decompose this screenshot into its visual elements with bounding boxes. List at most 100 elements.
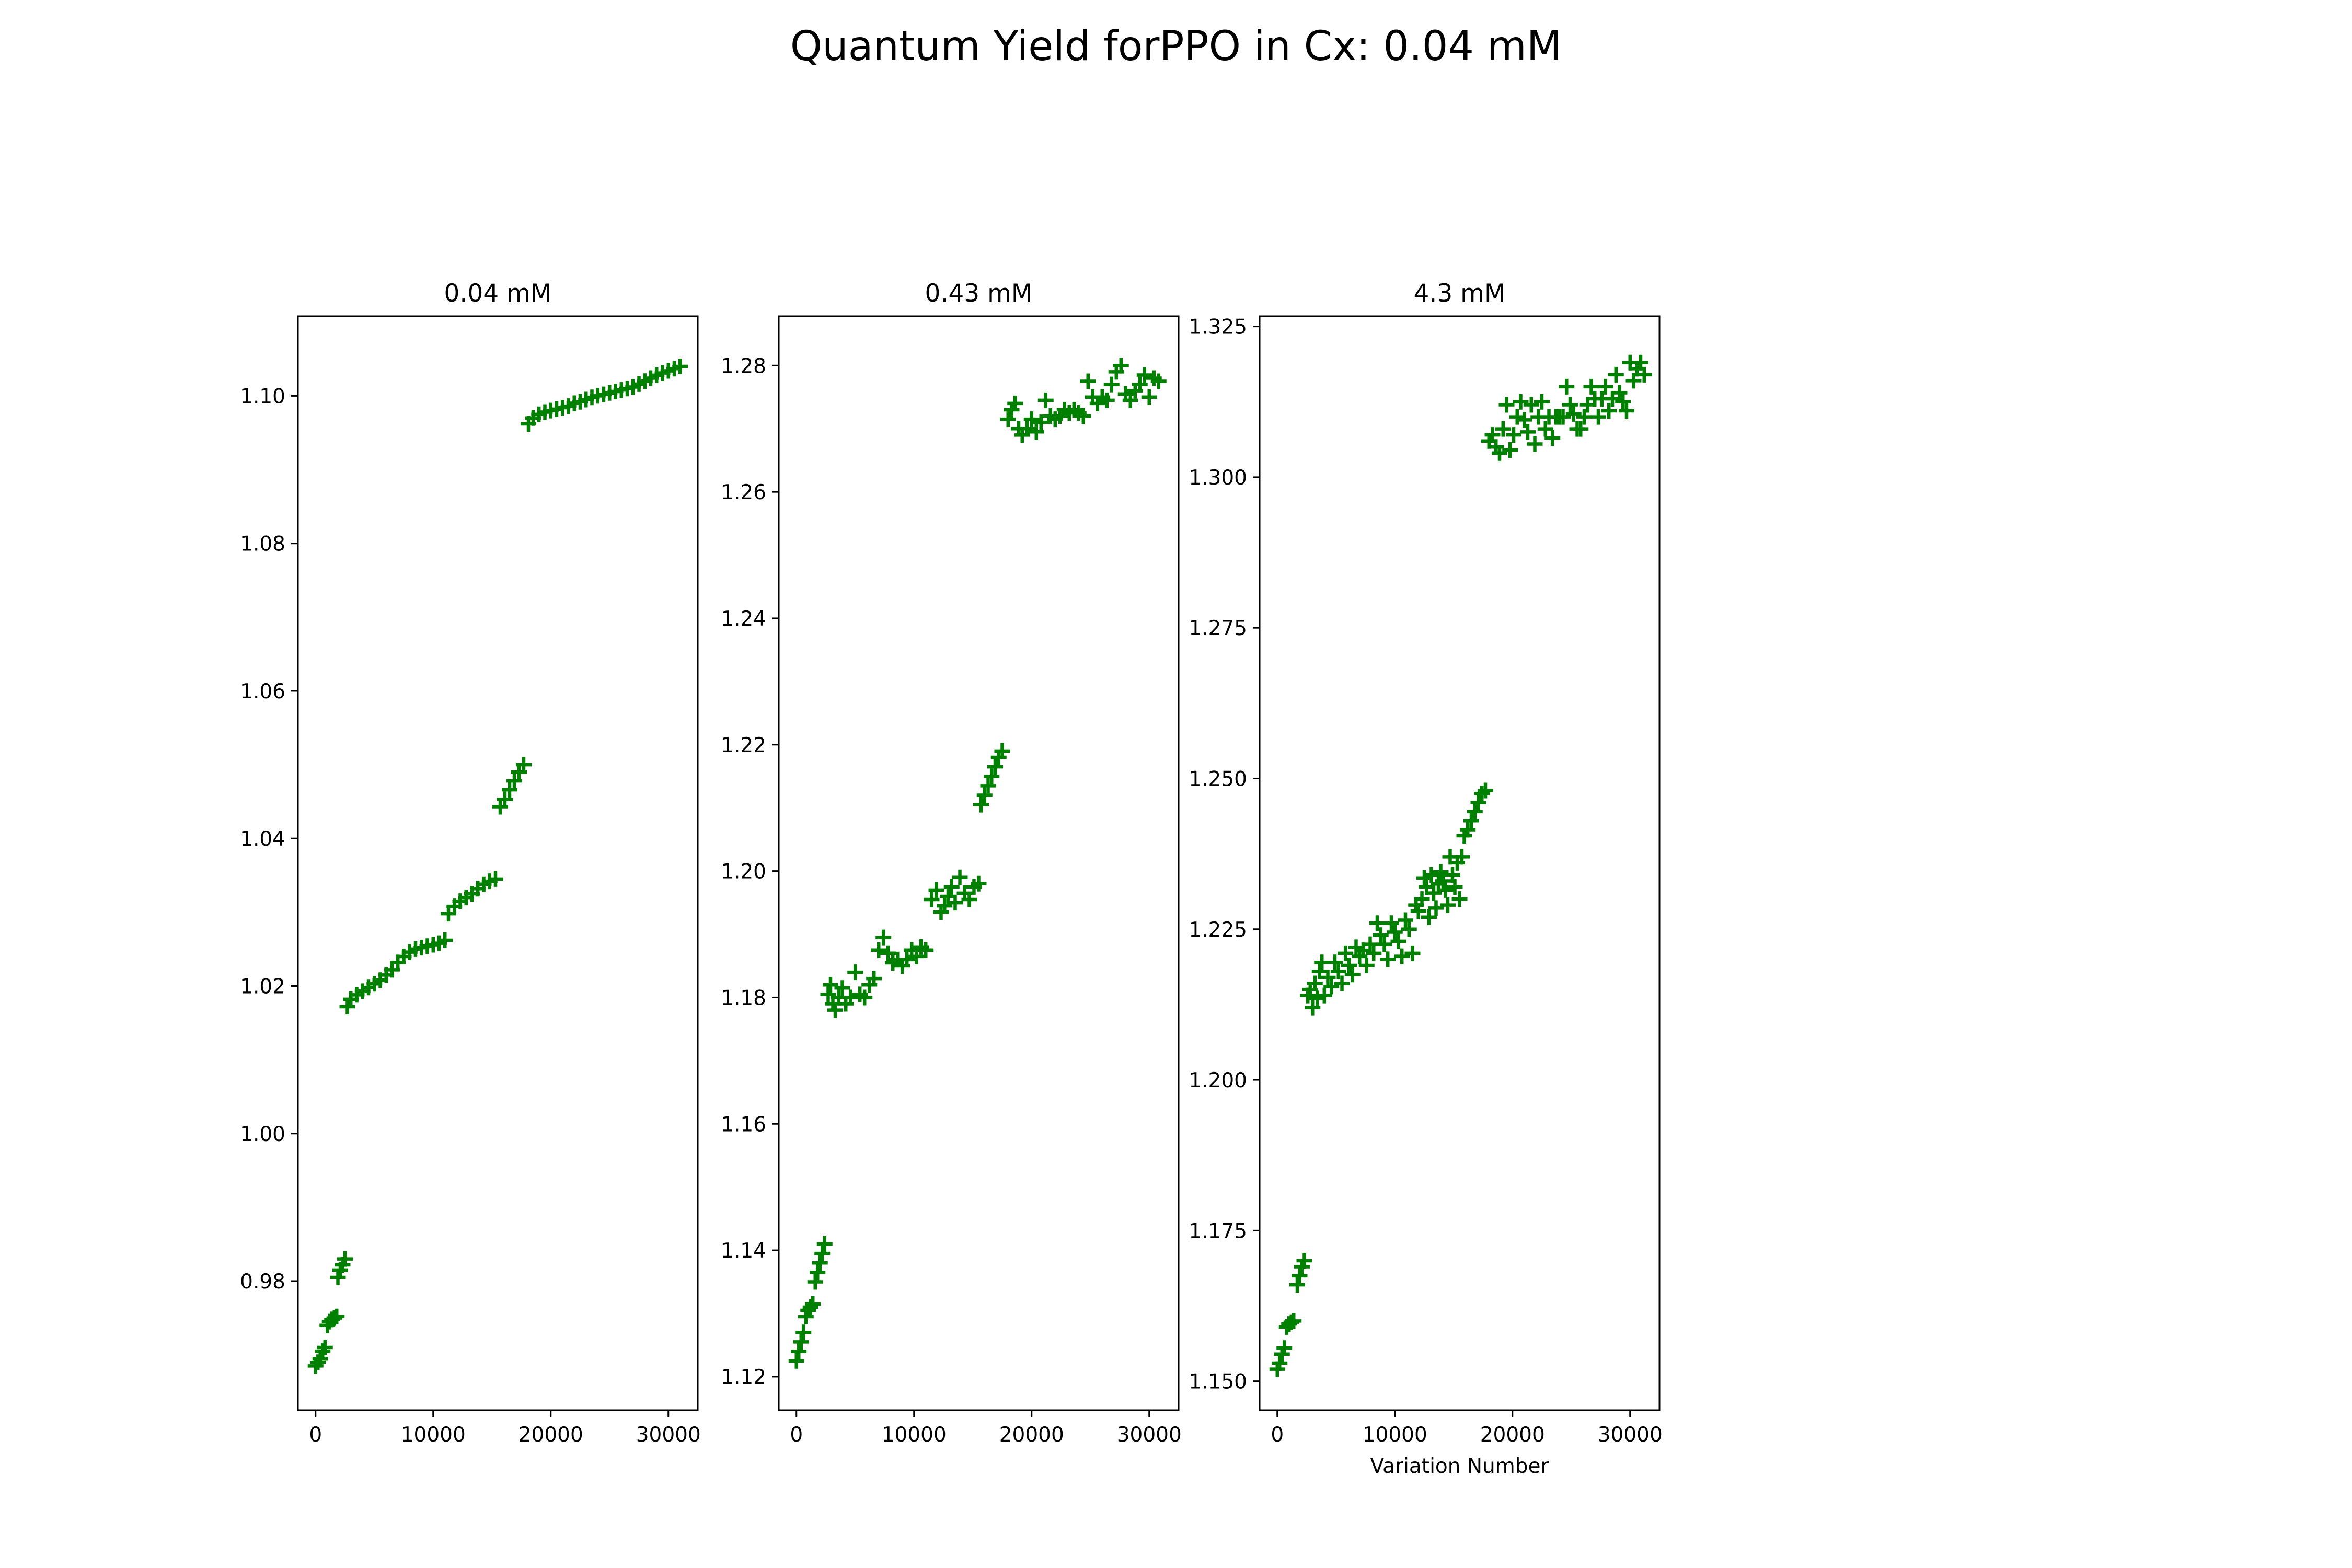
data-point xyxy=(984,768,1000,785)
data-point xyxy=(1023,411,1040,428)
data-point xyxy=(1369,915,1385,931)
data-point xyxy=(1289,1277,1305,1293)
data-point xyxy=(1478,782,1493,799)
data-point xyxy=(1428,900,1444,916)
data-point xyxy=(1311,963,1328,979)
y-tick-label: 1.04 xyxy=(240,827,285,851)
data-point xyxy=(827,1002,843,1018)
data-point xyxy=(1272,1355,1288,1371)
panel-title: 0.43 mM xyxy=(925,279,1033,308)
data-point xyxy=(928,882,944,898)
data-point xyxy=(1305,999,1321,1016)
panel-2: 0.43 mM 0 10000 20000 30000 1.12 1.14 1.16 1.18 1… xyxy=(721,279,1182,1447)
data-point xyxy=(810,1264,826,1281)
data-point xyxy=(1341,957,1357,973)
data-point xyxy=(987,759,1003,775)
data-point xyxy=(1421,909,1437,925)
data-point xyxy=(802,1299,818,1315)
data-point xyxy=(1141,389,1157,405)
data-point xyxy=(1509,409,1525,425)
panels-container: 0.04 mM 0 10000 20000 30000 0.98 1.00 1.02 1.04 1… xyxy=(240,279,1663,1478)
data-point xyxy=(1348,939,1364,955)
data-point xyxy=(973,797,989,813)
data-point xyxy=(947,895,963,911)
data-point xyxy=(899,951,915,967)
data-point xyxy=(1401,921,1417,937)
data-point xyxy=(871,942,887,958)
y-tick-label: 1.16 xyxy=(721,1113,766,1136)
data-point xyxy=(1470,794,1486,811)
data-point xyxy=(1387,924,1403,940)
data-point xyxy=(1516,412,1532,428)
x-tick-label: 10000 xyxy=(882,1423,947,1447)
data-point xyxy=(1460,822,1476,838)
data-point xyxy=(1583,378,1599,395)
data-point xyxy=(1376,936,1392,952)
data-point xyxy=(1007,395,1023,411)
data-point xyxy=(1590,409,1606,425)
data-point xyxy=(1435,873,1451,889)
data-point xyxy=(812,1255,828,1271)
y-tick-label: 1.28 xyxy=(721,354,766,378)
data-point xyxy=(1619,403,1634,419)
data-point xyxy=(823,977,838,993)
panel-title: 0.04 mM xyxy=(444,279,552,308)
x-tick-label: 20000 xyxy=(999,1423,1064,1447)
data-point xyxy=(329,1308,345,1324)
x-tick-label: 20000 xyxy=(518,1423,583,1447)
data-point xyxy=(337,1251,353,1267)
data-point xyxy=(1611,385,1628,401)
data-point xyxy=(1414,891,1430,907)
y-tick-label: 1.300 xyxy=(1189,466,1247,490)
data-point xyxy=(1132,376,1148,393)
x-tick-label: 10000 xyxy=(1363,1423,1427,1447)
y-tick-label: 1.24 xyxy=(721,607,766,631)
data-point xyxy=(1286,1313,1302,1329)
y-tick-label: 1.20 xyxy=(721,860,766,884)
data-point xyxy=(1527,436,1543,452)
y-tick-label: 1.14 xyxy=(721,1239,766,1263)
data-point xyxy=(506,773,522,789)
data-point xyxy=(1122,392,1138,408)
data-point xyxy=(1467,803,1483,820)
panel-title: 4.3 mM xyxy=(1413,279,1505,308)
data-point xyxy=(875,929,892,946)
x-tick-label: 10000 xyxy=(401,1423,466,1447)
data-point xyxy=(1398,912,1413,928)
data-point xyxy=(1451,891,1468,907)
y-tick-label: 1.200 xyxy=(1189,1069,1247,1092)
data-point xyxy=(1565,406,1582,422)
data-point xyxy=(1323,978,1340,995)
data-point xyxy=(1559,378,1575,395)
data-point xyxy=(1075,408,1091,424)
data-point xyxy=(1113,358,1129,374)
data-point xyxy=(857,989,873,1006)
data-point xyxy=(1330,963,1346,979)
y-tick-label: 0.98 xyxy=(240,1270,285,1294)
axes-frame xyxy=(778,315,1180,1411)
y-tick-label: 1.325 xyxy=(1189,316,1247,339)
data-point xyxy=(1019,421,1035,437)
data-point xyxy=(1309,990,1325,1007)
data-point xyxy=(497,791,513,808)
y-tick-label: 1.06 xyxy=(240,680,285,704)
data-point xyxy=(820,986,836,1002)
data-point xyxy=(516,757,532,773)
x-tick-label: 30000 xyxy=(1598,1423,1663,1447)
panel-1: 0.04 mM 0 10000 20000 30000 0.98 1.00 1.02 1.04 1… xyxy=(240,279,701,1447)
data-point xyxy=(1327,954,1343,971)
data-point xyxy=(847,964,863,981)
data-point xyxy=(1380,951,1396,967)
data-point xyxy=(793,1334,809,1350)
y-tick-label: 1.08 xyxy=(240,533,285,556)
data-point xyxy=(488,871,503,887)
y-tick-label: 1.02 xyxy=(240,975,285,998)
data-point xyxy=(805,1296,821,1312)
axes-frame xyxy=(297,315,699,1411)
data-point xyxy=(1562,397,1578,413)
data-point xyxy=(1513,394,1529,410)
data-point xyxy=(1608,366,1624,383)
y-tick-label: 1.275 xyxy=(1189,617,1247,640)
data-point xyxy=(1555,409,1571,425)
